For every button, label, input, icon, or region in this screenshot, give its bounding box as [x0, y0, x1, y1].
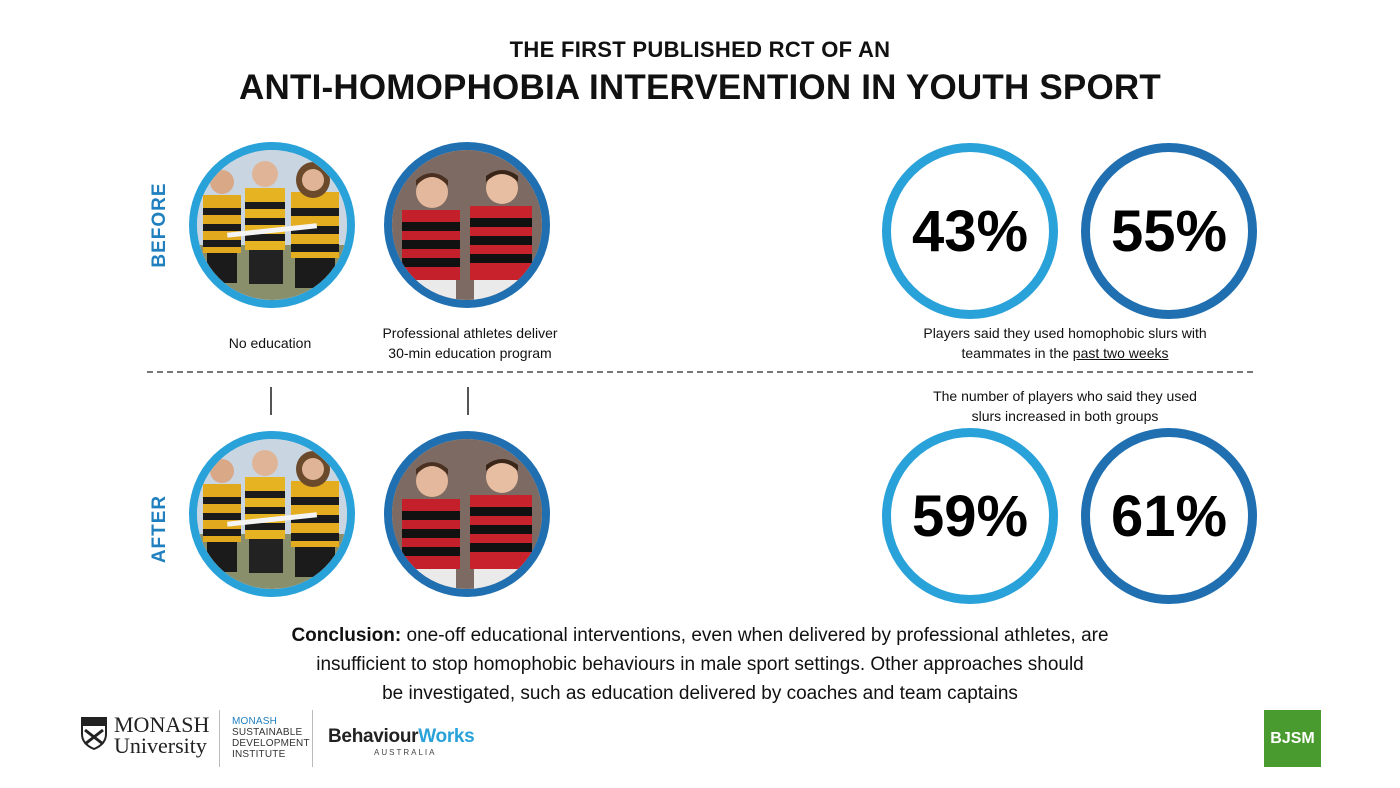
behaviourworks-logo: BehaviourWorks AUSTRALIA [328, 726, 475, 757]
msdi-logo: MONASH SUSTAINABLE DEVELOPMENT INSTITUTE [232, 716, 310, 760]
past-two-weeks-emphasis: past two weeks [1072, 345, 1169, 361]
monash-crest-icon [80, 716, 108, 755]
before-note-line1: Players said they used homophobic slurs … [923, 325, 1207, 341]
before-label: BEFORE [149, 182, 170, 268]
msdi-line1: MONASH [232, 716, 278, 727]
control-group-photo-after [189, 431, 355, 597]
header-title: ANTI-HOMOPHOBIA INTERVENTION IN YOUTH SP… [239, 68, 1161, 107]
intervention-caption-line2: 30-min education program [388, 345, 552, 361]
bw-logo-part2: Works [418, 726, 475, 747]
before-note-line2: teammates in the past two weeks [880, 343, 1250, 363]
footer-separator [312, 710, 313, 767]
before-note-line2-prefix: teammates in the [961, 345, 1073, 361]
bjsm-logo: BJSM [1264, 710, 1321, 767]
monash-university-logo: MONASH University [114, 712, 210, 758]
control-connector-line [270, 387, 272, 415]
before-intervention-stat: 55% [1081, 143, 1257, 319]
msdi-line3: DEVELOPMENT [232, 738, 310, 749]
intervention-caption-line1: Professional athletes deliver [382, 325, 558, 341]
msdi-line2: SUSTAINABLE [232, 727, 303, 738]
after-note-line1: The number of players who said they used [933, 388, 1197, 404]
header-subtitle: THE FIRST PUBLISHED RCT OF AN [509, 37, 891, 62]
before-control-stat: 43% [882, 143, 1058, 319]
conclusion-text: Conclusion: one-off educational interven… [230, 621, 1170, 708]
control-group-photo-before [189, 142, 355, 308]
conclusion-line3: be investigated, such as education deliv… [382, 683, 1018, 704]
before-after-divider [147, 371, 1253, 373]
red-black-team-players-image [392, 150, 542, 300]
monash-logo-line1: MONASH [114, 712, 210, 737]
intervention-group-photo-before [384, 142, 550, 308]
after-stats-note: The number of players who said they used… [880, 386, 1250, 426]
footer-separator [219, 710, 220, 767]
conclusion-line1-text: one-off educational interventions, even … [401, 625, 1109, 646]
after-note-line2: slurs increased in both groups [971, 408, 1159, 424]
conclusion-line1: Conclusion: one-off educational interven… [230, 621, 1170, 650]
red-black-team-players-image [392, 439, 542, 589]
bw-logo-sub: AUSTRALIA [374, 748, 437, 757]
intervention-group-photo-after [384, 431, 550, 597]
yellow-team-players-image [197, 150, 347, 300]
control-group-caption: No education [228, 335, 312, 351]
monash-logo-line2: University [114, 733, 207, 758]
after-intervention-stat: 61% [1081, 428, 1257, 604]
yellow-team-players-image [197, 439, 347, 589]
intervention-connector-line [467, 387, 469, 415]
after-label: AFTER [149, 494, 170, 564]
after-control-stat: 59% [882, 428, 1058, 604]
conclusion-line2: insufficient to stop homophobic behaviou… [316, 654, 1084, 675]
intervention-group-caption: Professional athletes deliver 30-min edu… [360, 323, 580, 363]
before-stats-note: Players said they used homophobic slurs … [880, 323, 1250, 363]
msdi-line4: INSTITUTE [232, 749, 286, 760]
conclusion-label: Conclusion: [291, 625, 402, 646]
bw-logo-part1: Behaviour [328, 726, 419, 747]
